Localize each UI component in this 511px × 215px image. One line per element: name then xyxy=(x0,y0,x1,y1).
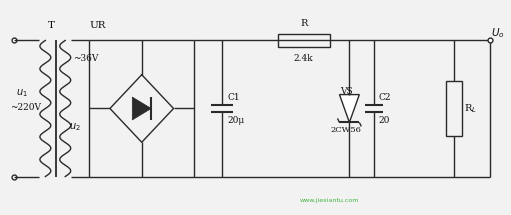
Bar xyxy=(446,81,461,136)
Text: R$_L$: R$_L$ xyxy=(463,102,476,115)
Text: $u_1$: $u_1$ xyxy=(15,87,28,99)
Text: www.jiexiantu.com: www.jiexiantu.com xyxy=(300,198,359,203)
Text: $U_o$: $U_o$ xyxy=(492,27,505,40)
Text: T: T xyxy=(48,21,55,30)
Text: $u_2$: $u_2$ xyxy=(69,121,81,133)
Text: ~220V: ~220V xyxy=(10,103,40,112)
Polygon shape xyxy=(132,97,151,120)
Text: C2: C2 xyxy=(378,93,391,102)
Text: VS: VS xyxy=(340,87,353,96)
Text: 20μ: 20μ xyxy=(227,116,244,125)
Bar xyxy=(278,34,330,47)
Text: 2.4k: 2.4k xyxy=(294,54,314,63)
Text: R: R xyxy=(300,19,308,28)
Text: C1: C1 xyxy=(227,93,240,102)
Text: 20: 20 xyxy=(378,116,389,125)
Text: UR: UR xyxy=(89,21,106,30)
Polygon shape xyxy=(339,95,359,122)
Text: ~36V: ~36V xyxy=(73,54,99,63)
Text: 2CW56: 2CW56 xyxy=(331,126,362,134)
